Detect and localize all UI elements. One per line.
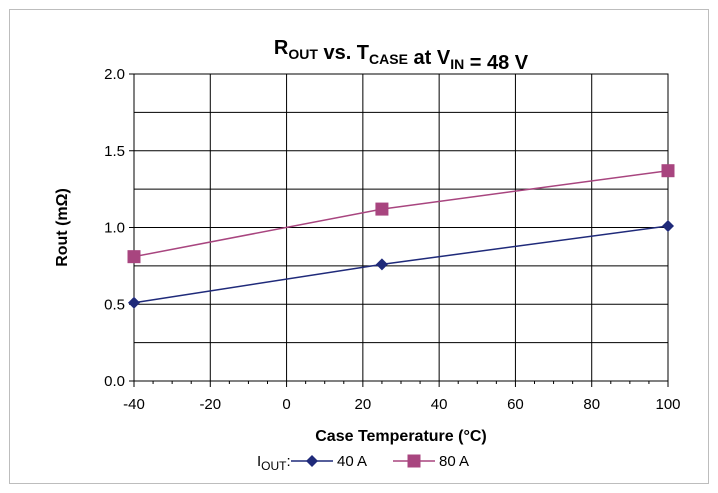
series-80a (127, 164, 675, 264)
x-axis-label: Case Temperature (°C) (315, 428, 486, 445)
legend: IOUT: 40 A 80 A (257, 453, 469, 473)
legend-entry: 80 A (393, 453, 469, 470)
title-subscript: IN (450, 56, 464, 72)
series-40a (128, 219, 674, 309)
x-tick-label: 20 (355, 396, 372, 413)
series-line (133, 225, 669, 304)
y-axis-label: Rout (mΩ) (54, 188, 71, 267)
y-tick-label: 0.5 (104, 296, 125, 313)
y-tick-label: 1.0 (104, 220, 125, 237)
diamond-marker (306, 455, 318, 467)
series-line (133, 169, 669, 258)
legend-label: 80 A (439, 453, 469, 470)
legend-entry: 40 A (291, 453, 367, 470)
chart-svg: ROUT vs. TCASE at VIN = 48 V -40 -20 0 20 40… (54, 37, 681, 473)
y-tick-label: 1.5 (104, 143, 125, 160)
gridlines (133, 73, 669, 382)
y-tick-label: 2.0 (104, 66, 125, 83)
series-layer (127, 164, 675, 309)
title-part: = 48 V (464, 52, 529, 74)
title-part: R (274, 37, 289, 59)
y-tick-labels: 0.0 0.5 1.0 1.5 2.0 (104, 66, 125, 390)
square-marker (127, 250, 141, 264)
x-tick-label: -20 (199, 396, 221, 413)
square-marker (407, 454, 421, 468)
x-tick-label: -40 (123, 396, 145, 413)
diamond-marker (128, 296, 140, 309)
legend-prefix-subscript: OUT (261, 459, 287, 473)
diamond-marker (662, 219, 674, 232)
title-part: vs. T (318, 42, 369, 64)
title-subscript: OUT (288, 46, 318, 62)
square-marker (661, 164, 675, 178)
x-tick-label: 60 (507, 396, 524, 413)
x-tick-label: 40 (431, 396, 448, 413)
y-tick-label: 0.0 (104, 373, 125, 390)
title-part: at V (408, 47, 451, 69)
chart-frame: ROUT vs. TCASE at VIN = 48 V -40 -20 0 20 40… (9, 9, 709, 484)
chart-title: ROUT vs. TCASE at VIN = 48 V (274, 37, 529, 74)
x-tick-label: 80 (583, 396, 600, 413)
diamond-marker (375, 258, 388, 271)
x-tick-label: 100 (655, 396, 680, 413)
x-tick-labels: -40 -20 0 20 40 60 80 100 (123, 396, 680, 413)
legend-prefix: IOUT: (257, 453, 291, 473)
square-marker (375, 202, 389, 216)
x-tick-label: 0 (282, 396, 290, 413)
legend-label: 40 A (337, 453, 367, 470)
title-subscript: CASE (369, 51, 408, 67)
